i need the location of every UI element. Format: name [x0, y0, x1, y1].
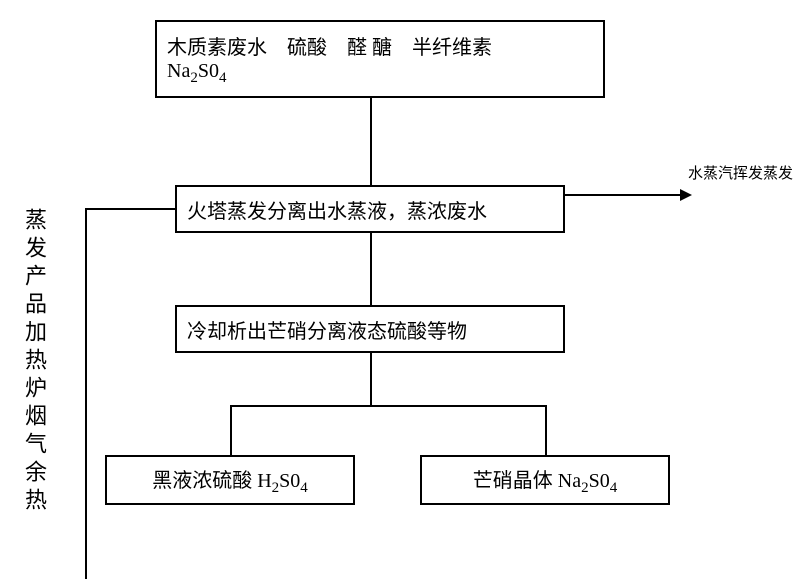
out-l-sub2: 4: [300, 480, 308, 496]
left-feedback-v: [85, 209, 87, 579]
output-left-box: 黑液浓硫酸 H2S04: [105, 455, 355, 505]
input-line2-prefix: Na: [167, 60, 190, 82]
input-line2-mid: S0: [198, 60, 219, 82]
input-line2-sub2: 4: [219, 70, 227, 86]
connector-v3: [370, 353, 372, 405]
connector-v2: [370, 233, 372, 305]
evap-box: 火塔蒸发分离出水蒸液，蒸浓废水: [175, 185, 565, 233]
steam-line: [565, 194, 680, 196]
out-r-sub1: 2: [581, 480, 589, 496]
vertical-side-text: 蒸发产品加热炉烟气余热: [22, 208, 47, 516]
fork-h: [230, 405, 547, 407]
input-line2-sub1: 2: [190, 70, 198, 86]
out-r-prefix: 芒硝晶体 Na: [473, 470, 581, 492]
connector-v1: [370, 98, 372, 185]
output-left-content: 黑液浓硫酸 H2S04: [152, 464, 308, 497]
input-line1: 木质素废水 硫酸 醛 醣 半纤维素: [167, 31, 593, 60]
steam-arrow: [680, 189, 692, 201]
out-l-prefix: 黑液浓硫酸 H: [152, 470, 271, 492]
input-box: 木质素废水 硫酸 醛 醣 半纤维素 Na2S04: [155, 20, 605, 98]
steam-label-text: 水蒸汽挥发蒸发: [688, 166, 793, 182]
left-feedback-h: [85, 208, 175, 210]
cool-text: 冷却析出芒硝分离液态硫酸等物: [187, 315, 467, 344]
out-l-mid: S0: [279, 470, 300, 492]
fork-vr: [545, 405, 547, 455]
vertical-side-label: 蒸发产品加热炉烟气余热: [18, 208, 50, 516]
fork-vl: [230, 405, 232, 455]
input-box-content: 木质素废水 硫酸 醛 醣 半纤维素 Na2S04: [167, 31, 593, 87]
steam-label: 水蒸汽挥发蒸发: [688, 162, 793, 183]
evap-text: 火塔蒸发分离出水蒸液，蒸浓废水: [187, 195, 487, 224]
out-r-sub2: 4: [610, 480, 618, 496]
cool-box: 冷却析出芒硝分离液态硫酸等物: [175, 305, 565, 353]
input-line2: Na2S04: [167, 60, 593, 87]
output-right-box: 芒硝晶体 Na2S04: [420, 455, 670, 505]
out-r-mid: S0: [589, 470, 610, 492]
output-right-content: 芒硝晶体 Na2S04: [473, 464, 617, 497]
